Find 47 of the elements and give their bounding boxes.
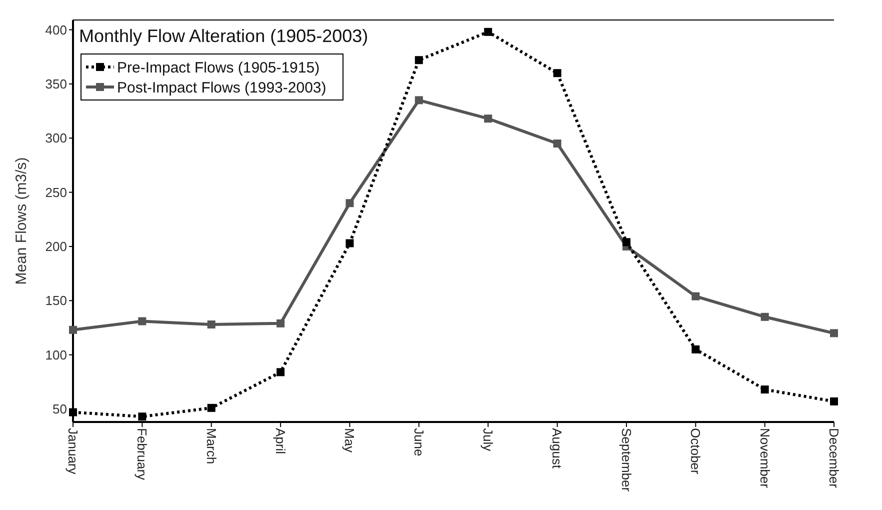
legend-label: Pre-Impact Flows (1905-1915) <box>117 59 320 76</box>
y-axis-title: Mean Flows (m3/s) <box>13 157 30 285</box>
point <box>830 329 838 338</box>
legend-label: Post-Impact Flows (1993-2003) <box>117 79 326 96</box>
y-tick-label: 200 <box>45 239 67 254</box>
x-tick-label: March <box>204 428 219 464</box>
y-tick-label: 100 <box>45 347 67 362</box>
y-tick-label: 150 <box>45 293 67 308</box>
point <box>553 69 562 78</box>
x-tick-label: November <box>757 428 772 489</box>
point <box>760 312 769 321</box>
x-tick-label: June <box>411 428 426 456</box>
x-tick-label: May <box>342 428 358 454</box>
point <box>69 326 77 334</box>
y-tick-label: 300 <box>45 130 67 146</box>
x-tick-label: February <box>134 428 150 481</box>
point <box>276 368 285 376</box>
point <box>484 28 492 36</box>
point <box>207 320 216 328</box>
point <box>830 397 838 406</box>
x-tick-label: December <box>826 428 842 489</box>
point <box>484 114 492 123</box>
point <box>760 385 769 394</box>
point <box>138 412 146 421</box>
point <box>414 96 423 104</box>
x-tick-label: September <box>618 428 634 492</box>
point <box>622 238 630 246</box>
y-tick-label: 250 <box>45 184 67 200</box>
x-tick-label: July <box>480 428 496 452</box>
x-tick-label: April <box>272 428 288 454</box>
point <box>346 199 354 208</box>
chart-title: Monthly Flow Alteration (1905-2003) <box>79 26 368 46</box>
x-tick-label: January <box>65 428 80 475</box>
y-tick-label: 400 <box>45 22 67 38</box>
point <box>69 408 77 416</box>
point <box>346 239 354 248</box>
point <box>692 292 700 300</box>
y-tick-label: 350 <box>45 76 67 92</box>
point <box>692 345 700 354</box>
point <box>414 56 423 64</box>
x-tick-label: October <box>688 428 704 475</box>
point <box>207 404 216 412</box>
x-tick-label: August <box>550 428 565 469</box>
point <box>138 317 146 326</box>
y-tick-label: 50 <box>52 402 67 417</box>
point <box>276 319 285 328</box>
point <box>553 140 562 148</box>
